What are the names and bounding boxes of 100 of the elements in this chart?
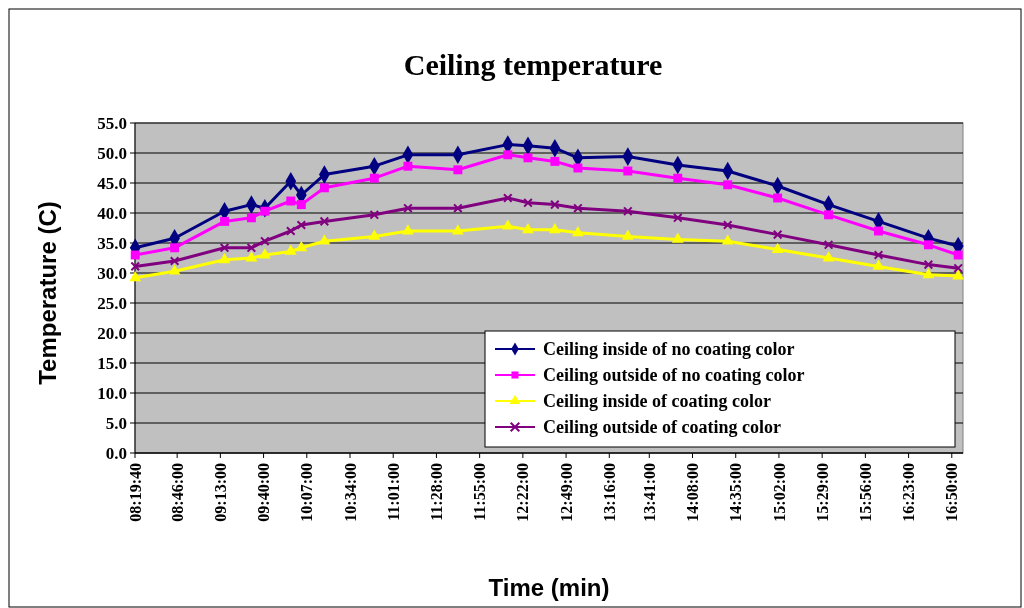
point <box>403 203 413 214</box>
y-tick-label: 0.0 <box>105 443 127 463</box>
point <box>246 242 257 253</box>
x-tick-label: 08:19:40 <box>126 463 144 522</box>
point <box>168 264 181 275</box>
point <box>169 256 180 266</box>
point <box>572 226 584 237</box>
point <box>621 229 634 240</box>
point <box>284 244 297 255</box>
y-tick-label: 30.0 <box>97 263 127 283</box>
point <box>573 203 583 214</box>
point <box>130 261 141 272</box>
point <box>550 156 560 166</box>
point <box>170 243 180 253</box>
point <box>286 196 296 206</box>
point <box>874 226 883 236</box>
x-tick-label: 11:01:00 <box>384 463 402 521</box>
chart-title: Ceiling temperature <box>403 48 663 81</box>
point <box>502 193 513 203</box>
point <box>952 269 965 280</box>
point <box>220 216 229 226</box>
point <box>522 223 534 234</box>
legend-label: Ceiling inside of coating color <box>543 391 771 412</box>
point <box>573 163 583 173</box>
x-tick-label: 09:40:00 <box>255 463 273 522</box>
x-tick-label: 15:29:00 <box>813 463 831 522</box>
point <box>319 216 330 227</box>
point <box>772 229 783 240</box>
legend-label: Ceiling outside of coating color <box>543 417 781 438</box>
point <box>824 210 834 220</box>
point <box>771 242 784 253</box>
x-tick-label: 12:49:00 <box>557 463 575 522</box>
point <box>285 226 296 236</box>
x-tick-label: 13:41:00 <box>640 463 658 522</box>
point <box>923 259 934 270</box>
point <box>922 268 935 279</box>
point <box>872 259 885 270</box>
x-tick-label: 11:28:00 <box>428 463 446 521</box>
point <box>296 220 307 230</box>
point <box>923 240 933 250</box>
point <box>296 200 306 210</box>
point <box>722 220 733 230</box>
y-tick-label: 25.0 <box>97 293 127 313</box>
y-tick-label: 55.0 <box>97 113 127 133</box>
x-tick-label: 14:35:00 <box>727 463 745 522</box>
point <box>318 234 331 245</box>
point <box>672 212 683 223</box>
point <box>523 197 533 208</box>
point <box>673 173 683 183</box>
point <box>403 161 413 171</box>
point <box>723 180 733 190</box>
x-tick-label: 15:02:00 <box>770 463 788 522</box>
point <box>550 199 560 210</box>
point <box>548 223 561 234</box>
point <box>823 239 834 250</box>
point <box>402 224 414 235</box>
y-tick-label: 20.0 <box>97 323 127 343</box>
y-tick-label: 45.0 <box>97 173 127 193</box>
point <box>453 165 463 175</box>
point <box>219 242 230 253</box>
x-tick-label: 10:34:00 <box>341 463 359 522</box>
x-tick-label: 16:23:00 <box>900 463 918 522</box>
point <box>295 241 308 252</box>
point <box>258 248 271 259</box>
point <box>260 236 270 247</box>
point <box>773 193 783 203</box>
point <box>246 213 256 223</box>
x-tick-label: 13:16:00 <box>600 463 618 522</box>
point <box>129 271 142 282</box>
y-tick-label: 40.0 <box>97 203 127 223</box>
y-tick-label: 50.0 <box>97 143 127 163</box>
x-tick-label: 11:55:00 <box>471 463 489 521</box>
point <box>873 250 884 260</box>
point <box>503 150 513 160</box>
point <box>623 166 633 176</box>
x-tick-label: 16:50:00 <box>943 463 961 522</box>
y-tick-label: 5.0 <box>105 413 127 433</box>
x-tick-label: 10:07:00 <box>298 463 316 522</box>
y-tick-label: 15.0 <box>97 353 127 373</box>
y-tick-label: 10.0 <box>97 383 127 403</box>
point <box>245 251 258 262</box>
x-tick-label: 08:46:00 <box>168 463 186 522</box>
x-axis-title: Time (min) <box>488 574 610 601</box>
point <box>453 203 463 214</box>
point <box>623 206 633 217</box>
x-tick-label: 15:56:00 <box>856 463 874 522</box>
x-tick-label: 09:13:00 <box>211 463 229 522</box>
point <box>368 229 381 240</box>
point <box>369 173 379 183</box>
point <box>953 250 963 260</box>
point <box>501 219 514 230</box>
point <box>451 224 464 235</box>
point <box>953 263 964 274</box>
x-tick-label: 14:08:00 <box>684 463 702 522</box>
legend-label: Ceiling inside of no coating color <box>543 339 795 360</box>
x-tick-label: 12:22:00 <box>514 463 532 522</box>
point <box>369 209 380 220</box>
point <box>130 250 140 260</box>
point <box>671 232 684 243</box>
point <box>218 253 231 264</box>
